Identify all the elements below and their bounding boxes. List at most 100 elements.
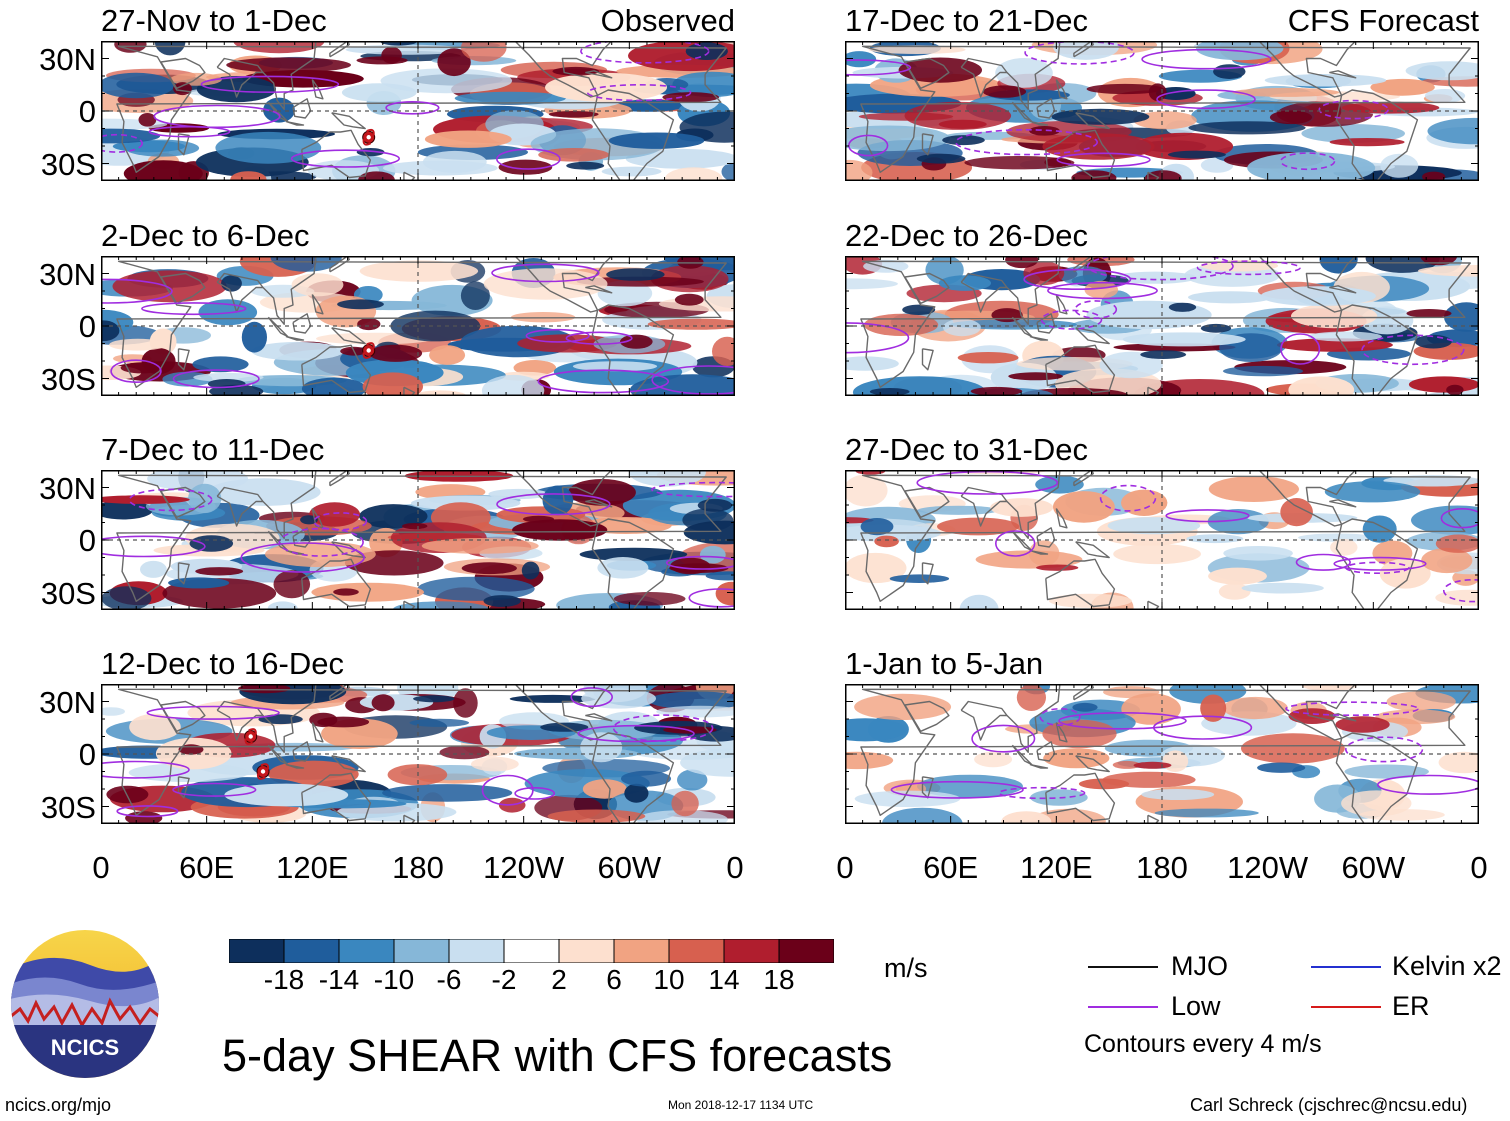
shear-anomaly bbox=[1241, 582, 1324, 594]
shear-anomaly bbox=[1341, 101, 1440, 114]
legend-line-mjo bbox=[1088, 966, 1158, 968]
coastlines bbox=[116, 684, 727, 824]
x-tick-label: 180 bbox=[392, 850, 444, 885]
shear-core bbox=[697, 498, 733, 512]
low-contour bbox=[101, 278, 173, 304]
shear-anomaly bbox=[1386, 691, 1456, 712]
panel-title-p1: 27-Nov to 1-Dec bbox=[101, 3, 327, 38]
shear-anomaly bbox=[545, 72, 667, 102]
map-ticks bbox=[845, 41, 1479, 181]
map-panel-p1 bbox=[101, 41, 735, 181]
shear-anomaly bbox=[1030, 789, 1088, 806]
shear-core bbox=[942, 135, 985, 146]
shear-anomaly bbox=[1365, 256, 1440, 273]
shear-anomaly bbox=[101, 500, 153, 520]
shear-anomaly bbox=[1408, 376, 1479, 393]
map-panel-p6 bbox=[845, 256, 1479, 396]
coastline bbox=[1075, 112, 1110, 130]
shear-anomaly bbox=[382, 784, 513, 802]
low-contour bbox=[101, 133, 143, 153]
coastline bbox=[1329, 499, 1357, 508]
x-tick-label: 120E bbox=[1020, 850, 1093, 885]
main-title: 5-day SHEAR with CFS forecasts bbox=[222, 1030, 893, 1081]
coastline bbox=[1258, 470, 1357, 527]
colorbar-bin bbox=[778, 939, 834, 963]
coastline bbox=[262, 256, 317, 325]
shear-anomaly bbox=[1435, 534, 1479, 553]
coastline bbox=[1075, 327, 1110, 345]
shear-core bbox=[1422, 171, 1446, 181]
coastline bbox=[262, 684, 317, 753]
coastline bbox=[285, 120, 305, 126]
coastline bbox=[1029, 549, 1049, 555]
low-contour bbox=[385, 101, 440, 115]
coastline bbox=[591, 732, 675, 824]
coastline bbox=[1045, 129, 1116, 179]
low-contour bbox=[525, 328, 590, 343]
y-tick-label: 30S bbox=[40, 789, 96, 825]
coastline bbox=[1055, 294, 1068, 315]
low-contour bbox=[172, 782, 257, 797]
coastline bbox=[1036, 98, 1056, 119]
shear-anomaly bbox=[1053, 41, 1119, 60]
low-contour bbox=[101, 535, 206, 558]
shear-core bbox=[1071, 170, 1117, 181]
shear-anomaly bbox=[1200, 694, 1227, 722]
site-link[interactable]: ncics.org/mjo bbox=[5, 1095, 112, 1115]
shear-anomaly bbox=[112, 270, 227, 303]
legend-label-low: Low bbox=[1171, 991, 1221, 1021]
shear-anomaly bbox=[628, 470, 706, 487]
coastline bbox=[311, 722, 324, 743]
low-contour bbox=[665, 555, 735, 570]
shear-anomaly bbox=[629, 374, 735, 396]
coastline bbox=[1329, 285, 1357, 294]
shear-anomaly bbox=[268, 760, 359, 788]
shear-anomaly bbox=[863, 259, 909, 273]
shear-core bbox=[413, 695, 455, 703]
low-contour bbox=[916, 470, 1059, 495]
map-ticks bbox=[845, 256, 1479, 396]
coastline bbox=[1045, 772, 1116, 822]
shear-core bbox=[1036, 564, 1079, 571]
shear-anomaly bbox=[513, 360, 557, 376]
shear-anomaly bbox=[101, 128, 161, 144]
shear-anomaly bbox=[959, 594, 999, 610]
low-contours bbox=[101, 481, 735, 608]
coastline bbox=[216, 272, 264, 313]
low-contours bbox=[845, 256, 1465, 366]
shear-anomaly bbox=[1329, 138, 1405, 147]
shear-core bbox=[1144, 170, 1182, 181]
low-contour bbox=[570, 687, 614, 708]
x-tick-label: 60E bbox=[923, 850, 979, 885]
ncics-logo: NCICS bbox=[11, 930, 159, 1078]
colorbar-tick-label: -18 bbox=[263, 964, 305, 995]
low-contour bbox=[890, 780, 1024, 799]
panel-title-p7: 27-Dec to 31-Dec bbox=[845, 432, 1088, 467]
shear-anomaly bbox=[672, 71, 735, 98]
low-contour bbox=[200, 75, 340, 93]
coastline bbox=[1055, 79, 1068, 100]
shear-anomaly bbox=[679, 111, 735, 143]
coastline bbox=[904, 272, 950, 304]
low-contour bbox=[116, 805, 179, 818]
panel-title-p6: 22-Dec to 26-Dec bbox=[845, 218, 1088, 253]
low-contour bbox=[481, 774, 534, 806]
coastline bbox=[311, 79, 324, 100]
coastline bbox=[1006, 41, 1061, 110]
shear-anomaly bbox=[1418, 265, 1479, 277]
low-contour bbox=[128, 488, 213, 512]
low-contour bbox=[1023, 268, 1132, 290]
y-tick-label: 0 bbox=[78, 523, 96, 558]
coastline bbox=[1036, 741, 1056, 762]
author: Carl Schreck (cjschrec@ncsu.edu) bbox=[1190, 1095, 1468, 1115]
low-contour bbox=[1099, 484, 1157, 512]
coastline bbox=[1036, 313, 1056, 334]
coastline bbox=[292, 313, 312, 334]
shear-core bbox=[1133, 761, 1172, 769]
shear-anomaly bbox=[1103, 686, 1160, 699]
coastline bbox=[262, 470, 317, 539]
low-contour bbox=[998, 786, 1086, 800]
shear-anomaly bbox=[938, 275, 991, 291]
colorbar-bin bbox=[229, 939, 285, 963]
shear-anomaly bbox=[1053, 491, 1115, 523]
